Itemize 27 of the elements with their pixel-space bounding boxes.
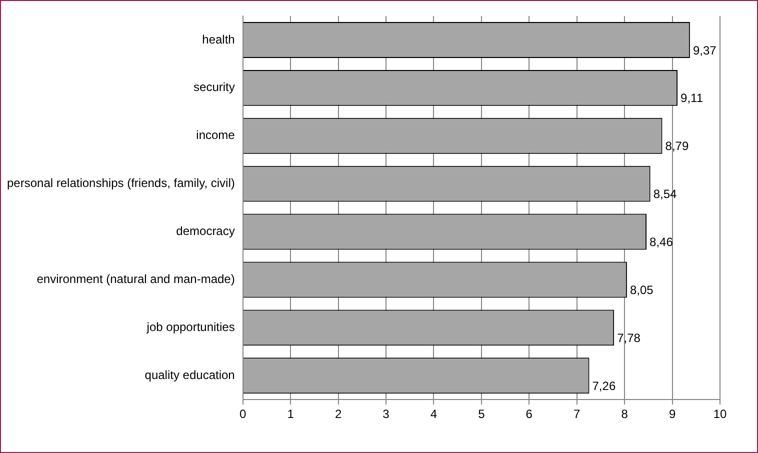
x-tick-label: 7 (574, 407, 581, 422)
y-tick-label: personal relationships (friends, family, civil) (7, 176, 235, 190)
data-label: 9,11 (680, 91, 704, 106)
x-tick-label: 6 (526, 407, 533, 422)
data-label: 7,26 (592, 378, 616, 393)
data-label: 8,05 (630, 283, 654, 298)
x-tick-label: 10 (713, 407, 727, 422)
x-tick-label: 9 (668, 407, 676, 422)
x-tick-label: 8 (621, 407, 628, 422)
y-tick-label: quality education (144, 368, 235, 382)
x-tick-label: 0 (240, 407, 247, 422)
data-label: 7,78 (617, 330, 641, 345)
y-tick-label: democracy (176, 224, 235, 238)
y-tick-label: job opportunities (146, 320, 235, 334)
y-tick-label: environment (natural and man-made) (36, 272, 235, 286)
data-label: 8,54 (653, 187, 678, 202)
y-tick-label: health (202, 32, 235, 46)
data-label: 8,46 (650, 235, 674, 250)
x-tick-label: 5 (478, 407, 486, 422)
y-tick-label: income (196, 128, 236, 142)
data-label: 9,37 (692, 43, 717, 58)
x-tick-label: 1 (287, 407, 294, 422)
y-tick-label: security (194, 80, 235, 94)
x-tick-label: 4 (430, 407, 438, 422)
x-tick-label: 2 (334, 407, 342, 422)
x-tick-label: 3 (382, 407, 390, 422)
data-label: 8,79 (665, 139, 689, 154)
